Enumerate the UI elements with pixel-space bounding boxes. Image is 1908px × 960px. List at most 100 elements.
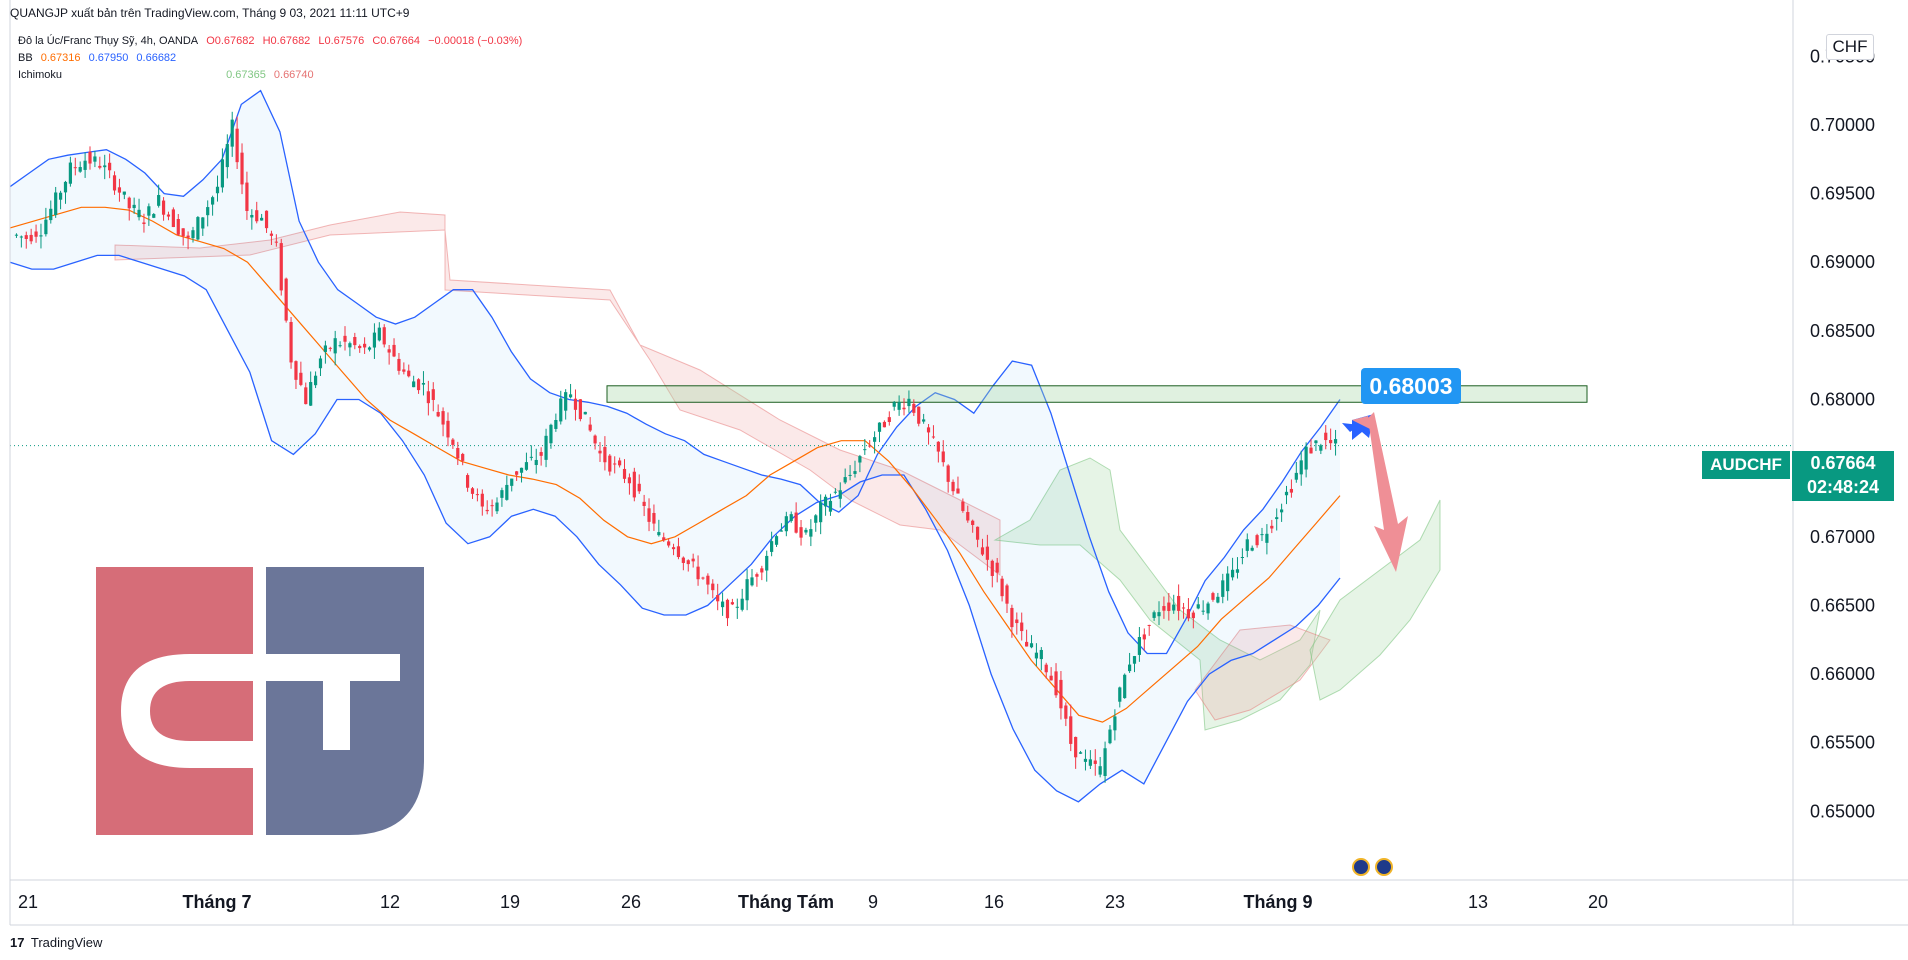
candle-body <box>309 382 313 406</box>
candle-body <box>740 598 744 610</box>
candle-body <box>1015 619 1019 624</box>
candle-body <box>152 214 156 218</box>
last-price-label[interactable]: 0.67664 02:48:24 <box>1792 451 1894 501</box>
candle-body <box>534 459 538 466</box>
candle-body <box>1299 460 1303 475</box>
candle-body <box>475 494 479 496</box>
candle-body <box>1196 604 1200 609</box>
candle-body <box>926 427 931 433</box>
candle-body <box>363 343 367 348</box>
candle-body <box>367 347 372 350</box>
arrow-head-join <box>1352 416 1372 430</box>
candle-body <box>632 471 636 498</box>
candle-body <box>588 424 592 431</box>
candle-body <box>917 406 921 424</box>
candle-body <box>137 209 141 218</box>
candle-body <box>618 460 622 466</box>
candle-body <box>112 175 117 191</box>
candle-body <box>946 465 950 482</box>
legend-high: H0.67682 <box>262 35 311 47</box>
candle-body <box>333 338 337 354</box>
candle-body <box>583 411 587 415</box>
candle-body <box>225 144 229 168</box>
candle-body <box>784 516 788 532</box>
candle-body <box>157 195 161 206</box>
bb-basis-line <box>9 206 1341 723</box>
candle-body <box>461 453 465 461</box>
candle-body <box>951 481 955 492</box>
candle-body <box>1098 766 1102 775</box>
candle-body <box>103 165 107 168</box>
candle-body <box>667 541 671 546</box>
candle-body <box>54 192 58 216</box>
y-tick-label: 0.66000 <box>1810 664 1875 684</box>
candle-body <box>971 520 975 525</box>
candle-body <box>1123 674 1127 699</box>
candle-body <box>260 217 264 221</box>
bar-countdown: 02:48:24 <box>1806 477 1880 497</box>
currency-badge[interactable]: CHF <box>1826 34 1874 60</box>
candle-body <box>686 560 690 565</box>
candle-body <box>529 456 533 458</box>
resistance-zone[interactable] <box>10 385 1793 447</box>
candle-body <box>73 167 77 169</box>
candle-body <box>377 327 381 341</box>
cloud-bullish-2 <box>1309 499 1441 701</box>
candle-body <box>598 450 602 454</box>
time-axis[interactable]: 21 Tháng 7 12 19 26 Tháng Tám 9 16 23 Tháng 9 13 20 <box>9 0 1908 926</box>
candle-body <box>485 509 489 512</box>
candle-body <box>294 361 298 380</box>
candle-body <box>1280 509 1284 513</box>
legend-symbol-name: Đô la Úc/Franc Thụy Sỹ, 4h, OANDA <box>18 35 199 47</box>
candle-body <box>990 560 994 576</box>
legend-ichimoku-label: Ichimoku <box>18 69 63 81</box>
cloud-bearish-2 <box>1194 624 1331 721</box>
candle-body <box>774 536 779 545</box>
candle-body <box>397 358 401 371</box>
candle-body <box>1147 624 1151 626</box>
candle-body <box>1211 593 1215 600</box>
candle-body <box>897 402 901 410</box>
candle-body <box>161 200 166 215</box>
candle-body <box>765 555 769 571</box>
last-price-value: 0.67664 <box>1810 453 1876 473</box>
candle-body <box>1039 649 1043 660</box>
candle-body <box>1235 569 1240 573</box>
candle-body <box>544 435 548 460</box>
candle-body <box>647 508 651 522</box>
candle-body <box>304 387 308 405</box>
candle-body <box>441 411 445 425</box>
x-tick-label: 13 <box>1468 892 1488 912</box>
legend-ichimoku-span-a: 0.67365 <box>226 69 266 81</box>
candle-body <box>838 490 842 499</box>
candle-body <box>956 488 960 494</box>
candle-body <box>662 537 666 541</box>
candle-body <box>24 235 28 239</box>
candle-body <box>78 167 82 172</box>
ticker-label[interactable]: AUDCHF <box>1702 451 1790 479</box>
candle-body <box>1250 547 1254 551</box>
candle-body <box>274 241 278 243</box>
candle-body <box>941 451 945 463</box>
candle-body <box>1167 602 1171 611</box>
logo-t-letter <box>266 654 400 750</box>
y-tick-label: 0.65500 <box>1810 733 1875 753</box>
x-tick-label: Tháng 7 <box>182 892 251 912</box>
x-tick-label: 23 <box>1105 892 1125 912</box>
candle-body <box>171 209 175 228</box>
candle-body <box>578 399 582 420</box>
candle-body <box>1157 612 1161 617</box>
candle-body <box>353 337 357 346</box>
event-flags[interactable] <box>1352 858 1393 876</box>
candle-body <box>240 152 244 185</box>
candle-body <box>269 233 274 236</box>
x-tick-label: 19 <box>500 892 520 912</box>
candle-body <box>706 575 710 585</box>
candle-body <box>671 547 676 550</box>
y-tick-label: 0.68000 <box>1810 390 1875 410</box>
footer-brand[interactable]: 17 TradingView <box>10 935 102 950</box>
y-tick-label: 0.67000 <box>1810 527 1875 547</box>
price-axis[interactable]: 0.705000.700000.695000.690000.685000.680… <box>1792 0 1875 925</box>
candle-body <box>676 546 681 558</box>
